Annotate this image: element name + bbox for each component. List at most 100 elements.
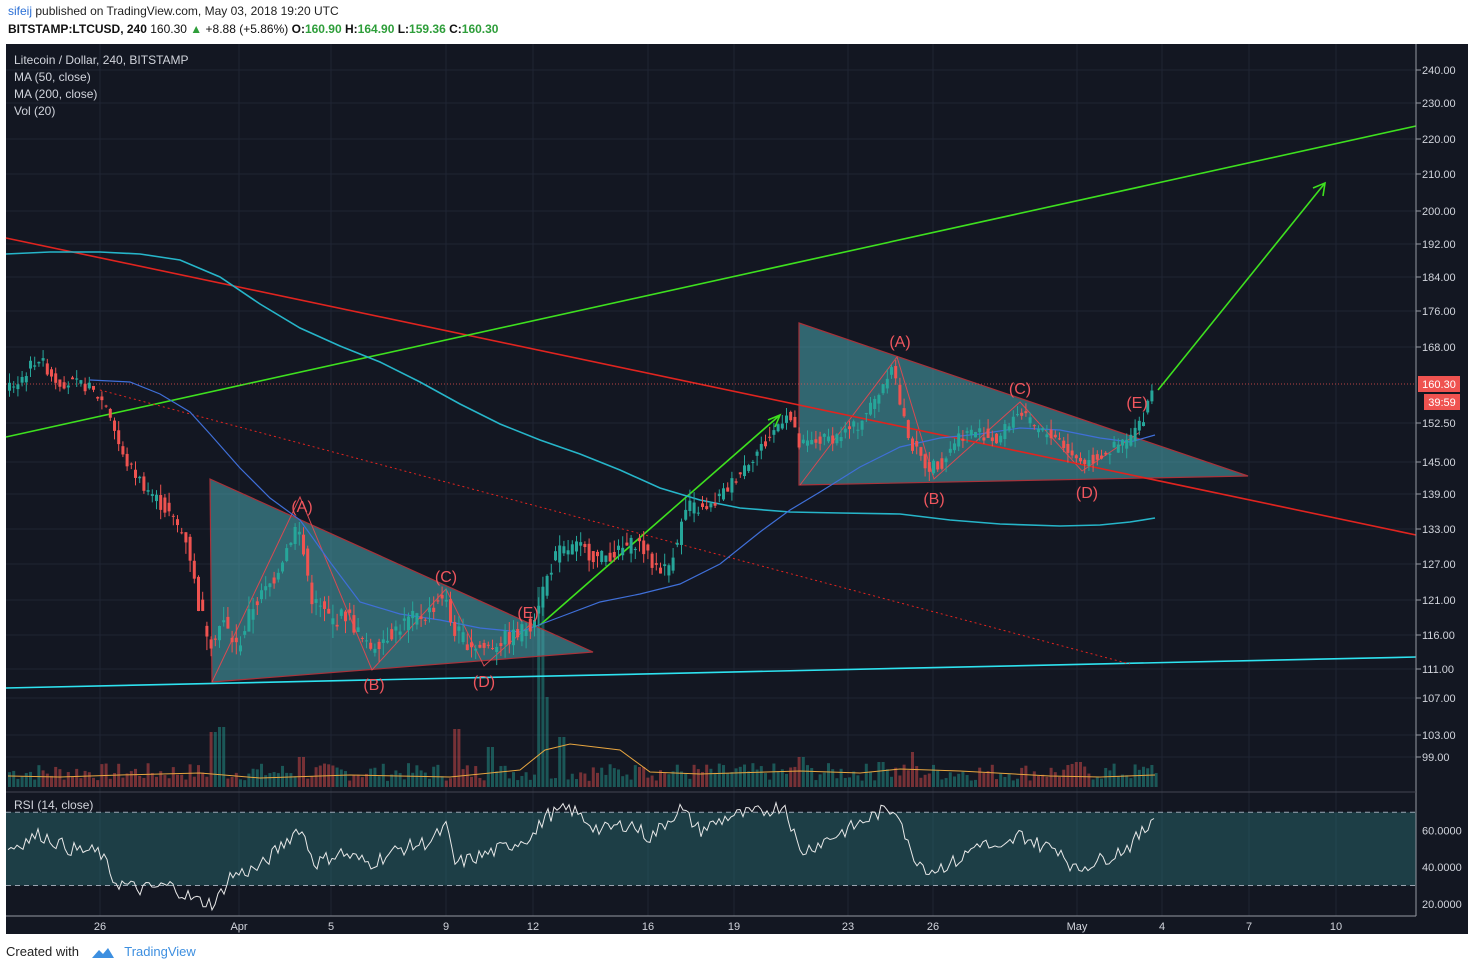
wave-label: (B): [923, 491, 944, 508]
last-price-tag: 160.30: [1422, 379, 1456, 391]
volume-bar: [1146, 768, 1150, 787]
candle-body: [528, 618, 532, 632]
candle-body: [138, 476, 142, 479]
volume-bar: [402, 779, 406, 787]
volume-bar: [394, 770, 398, 787]
candle-body: [453, 621, 457, 636]
price-axis-label: 200.00: [1422, 206, 1456, 218]
volume-bar: [759, 766, 763, 787]
high-value: 164.90: [357, 22, 395, 36]
volume-bar: [1011, 780, 1015, 787]
candle-body: [713, 503, 717, 506]
candle-body: [234, 637, 238, 643]
volume-bar: [957, 773, 961, 787]
candle-body: [251, 609, 255, 620]
candle-body: [222, 620, 226, 623]
price-chart[interactable]: (A) (B) (C) (D) (E) (A) (B) (C) (D) (E) 240.00 230…: [0, 42, 1474, 937]
candle-body: [339, 609, 343, 616]
volume-bar: [969, 780, 973, 787]
candle-body: [877, 395, 881, 404]
time-axis-label: 7: [1246, 921, 1252, 933]
green-arrow-1: [539, 414, 781, 626]
candle-body: [100, 396, 104, 401]
candle-body: [465, 644, 469, 651]
volume-bar: [176, 774, 179, 787]
candle-body: [1020, 412, 1024, 416]
volume-bar: [1020, 767, 1024, 787]
volume-bar: [512, 772, 515, 787]
candle-body: [486, 644, 490, 646]
candle-body: [159, 495, 163, 510]
candle-body: [696, 512, 700, 514]
volume-bar: [1041, 774, 1045, 787]
time-axis-label: 26: [927, 921, 939, 933]
rsi-axis-label: 20.0000: [1422, 899, 1462, 911]
wave-labels: (A) (B) (C) (D) (E) (A) (B) (C) (D) (E): [291, 334, 1147, 694]
candle-body: [1045, 434, 1049, 438]
price-axis-label: 210.00: [1422, 169, 1456, 181]
volume-bar: [953, 776, 956, 787]
author-link[interactable]: sifeij: [8, 4, 33, 18]
wave-label: (D): [1076, 485, 1098, 502]
volume-bar: [545, 697, 549, 787]
candlesticks: [8, 350, 1154, 666]
volume-bar: [344, 771, 347, 787]
candle-body: [751, 461, 755, 463]
candle-body: [440, 594, 444, 599]
candle-body: [801, 439, 805, 444]
volume-bar: [390, 774, 394, 787]
tradingview-link[interactable]: TradingView: [124, 944, 196, 959]
wave-label: (A): [889, 334, 910, 351]
candle-body: [671, 557, 675, 571]
volume-bar: [163, 775, 167, 787]
candle-body: [684, 509, 688, 520]
candle-body: [474, 648, 478, 651]
candle-body: [663, 564, 667, 567]
candle-body: [617, 545, 620, 550]
volume-bar: [944, 778, 948, 787]
price-axis-label: 220.00: [1422, 134, 1456, 146]
candle-body: [965, 431, 969, 433]
volume-bar: [696, 769, 700, 787]
price-axis-background: [1416, 44, 1468, 916]
volume-bar: [331, 765, 335, 787]
volume-bar: [705, 764, 709, 787]
volume-bar: [360, 777, 364, 787]
red-trendline: [5, 237, 1417, 536]
symbol-label: BITSTAMP:LTCUSD, 240: [8, 22, 147, 36]
candle-body: [978, 428, 982, 433]
volume-bar: [617, 769, 620, 787]
candle-body: [566, 550, 570, 555]
candle-body: [386, 640, 389, 643]
time-axis-label: 4: [1159, 921, 1165, 933]
time-axis-label: 9: [443, 921, 449, 933]
volume-bar: [121, 777, 125, 787]
candle-body: [549, 572, 553, 575]
candle-body: [50, 369, 53, 377]
volume-bar: [335, 767, 339, 787]
volume-bar: [108, 778, 112, 787]
volume-bar: [831, 769, 835, 787]
volume-bar: [213, 732, 217, 787]
volume-bar: [184, 779, 188, 787]
candle-body: [789, 411, 793, 421]
volume-bar: [29, 771, 32, 787]
candle-body: [923, 454, 927, 469]
candle-body: [323, 601, 326, 609]
volume-bar: [457, 729, 461, 787]
volume-bar: [50, 775, 53, 787]
volume-bar: [37, 765, 41, 787]
last-price: 160.30: [150, 22, 187, 36]
candle-body: [654, 563, 658, 565]
time-axis-label: 12: [527, 921, 539, 933]
volume-bar: [713, 772, 717, 787]
candle-body: [12, 386, 16, 388]
candle-body: [297, 531, 301, 535]
candle-body: [675, 542, 679, 545]
legend-ma50: MA (50, close): [14, 70, 91, 84]
candle-body: [1049, 429, 1053, 439]
volume-bar: [71, 776, 74, 787]
time-axis-label: May: [1067, 921, 1088, 933]
candle-body: [520, 624, 524, 642]
candle-body: [818, 436, 822, 444]
